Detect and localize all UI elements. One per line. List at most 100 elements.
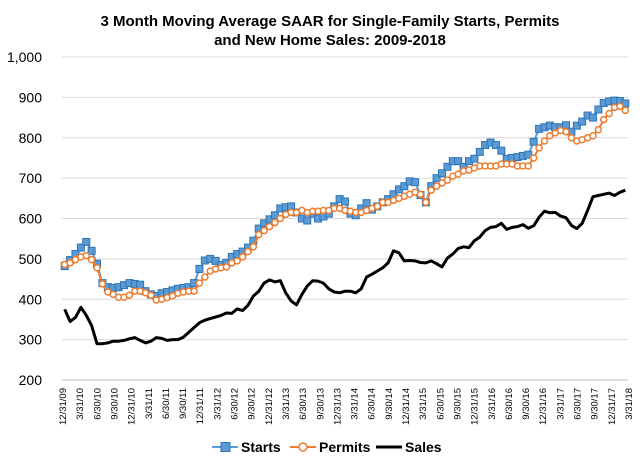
x-tick-label: 12/31/09 <box>58 388 69 425</box>
legend-swatch-marker <box>298 442 308 452</box>
data-point-starts <box>491 141 500 150</box>
x-tick-label: 12/31/16 <box>538 388 549 425</box>
y-tick-label: 900 <box>19 89 43 105</box>
data-point-starts <box>400 182 409 191</box>
y-tick-label: 200 <box>19 372 43 388</box>
y-tick-label: 800 <box>19 130 43 146</box>
data-point-permits <box>594 125 603 134</box>
x-tick-label: 12/31/13 <box>332 388 343 425</box>
x-tick-label: 12/31/15 <box>470 388 481 425</box>
y-tick-label: 400 <box>19 291 43 307</box>
data-point-permits <box>233 257 241 265</box>
series-sales <box>63 188 626 346</box>
x-tick-label: 6/30/12 <box>230 388 241 420</box>
chart-title-line-1: 3 Month Moving Average SAAR for Single-F… <box>101 13 560 30</box>
x-tick-label: 6/30/11 <box>161 388 172 419</box>
data-point-permits <box>562 127 570 136</box>
series-line-sales <box>63 188 626 346</box>
x-tick-label: 3/31/16 <box>487 388 498 420</box>
data-point-permits <box>190 287 198 295</box>
x-tick-label: 12/31/12 <box>264 388 275 425</box>
legend-swatch-marker <box>220 442 231 452</box>
y-tick-label: 500 <box>19 251 43 267</box>
data-point-permits <box>66 259 74 267</box>
data-point-starts <box>470 154 479 163</box>
legend-label: Starts <box>241 439 281 455</box>
data-point-permits <box>265 222 274 231</box>
data-point-starts <box>136 280 145 289</box>
data-point-starts <box>362 199 371 208</box>
series-permits <box>60 102 630 304</box>
x-tick-label: 12/31/14 <box>401 388 412 425</box>
data-point-permits <box>87 255 96 264</box>
data-point-permits <box>529 154 538 162</box>
data-point-permits <box>616 102 624 111</box>
x-tick-label: 9/30/10 <box>109 388 120 420</box>
x-tick-label: 3/31/13 <box>281 388 292 420</box>
data-point-permits <box>605 109 613 118</box>
x-tick-label: 9/30/16 <box>521 388 532 420</box>
data-point-starts <box>341 197 349 206</box>
y-axis-tick-labels: 200 300 400 500 600 700 800 900 1,000 <box>7 49 42 388</box>
data-point-starts <box>529 137 538 146</box>
x-tick-label: 9/30/13 <box>315 388 326 420</box>
data-point-permits <box>147 291 155 299</box>
data-point-starts <box>454 157 463 166</box>
data-point-starts <box>438 169 447 178</box>
x-tick-label: 9/30/14 <box>384 388 395 420</box>
data-point-permits <box>238 253 247 261</box>
data-point-starts <box>443 162 452 171</box>
x-tick-label: 3/31/15 <box>418 388 429 420</box>
data-point-permits <box>540 137 549 145</box>
data-point-starts <box>578 117 587 126</box>
data-point-starts <box>432 174 441 183</box>
y-tick-label: 600 <box>19 211 43 227</box>
data-point-starts <box>303 216 312 225</box>
data-point-permits <box>222 263 231 271</box>
x-tick-label: 9/30/17 <box>590 388 601 420</box>
data-point-starts <box>588 113 597 122</box>
x-tick-label: 9/30/15 <box>452 388 463 420</box>
y-tick-label: 700 <box>19 170 43 186</box>
x-tick-label: 9/30/11 <box>178 388 189 419</box>
data-point-starts <box>211 256 220 265</box>
data-point-permits <box>524 162 533 170</box>
data-point-permits <box>432 182 441 190</box>
data-point-permits <box>249 243 258 251</box>
data-point-permits <box>93 264 101 272</box>
data-point-starts <box>572 121 581 130</box>
data-point-starts <box>475 147 484 156</box>
x-tick-label: 3/31/10 <box>75 388 86 420</box>
x-tick-label: 12/31/11 <box>195 388 206 424</box>
y-tick-label: 300 <box>19 332 43 348</box>
x-tick-label: 6/30/17 <box>573 388 584 420</box>
x-tick-label: 9/30/12 <box>247 388 258 420</box>
data-point-permits <box>454 170 462 178</box>
data-point-permits <box>276 214 285 223</box>
chart-title-line-2: and New Home Sales: 2009-2018 <box>214 32 446 49</box>
legend-item-starts: Starts <box>212 439 281 455</box>
data-point-permits <box>422 198 430 207</box>
legend-item-sales: Sales <box>376 439 442 455</box>
data-point-permits <box>255 230 263 239</box>
x-tick-label: 6/30/16 <box>504 388 515 420</box>
legend-item-permits: Permits <box>290 439 371 455</box>
x-axis-tick-labels: 12/31/09 3/31/10 6/30/10 9/30/10 12/31/10 3/3… <box>58 388 635 425</box>
data-point-permits <box>373 202 382 211</box>
data-point-permits <box>244 247 252 256</box>
data-point-starts <box>562 121 571 130</box>
data-point-permits <box>427 186 435 194</box>
plot-area <box>60 96 630 346</box>
data-point-permits <box>260 226 268 235</box>
data-point-permits <box>195 279 204 287</box>
x-tick-label: 3/31/12 <box>212 388 223 420</box>
data-point-starts <box>82 237 91 246</box>
data-point-starts <box>594 105 603 114</box>
data-point-permits <box>443 176 452 184</box>
data-point-permits <box>125 291 134 299</box>
x-tick-label: 12/31/10 <box>127 388 138 425</box>
legend-label: Permits <box>319 439 371 455</box>
legend-label: Sales <box>405 439 442 455</box>
x-tick-label: 3/31/11 <box>144 388 155 419</box>
